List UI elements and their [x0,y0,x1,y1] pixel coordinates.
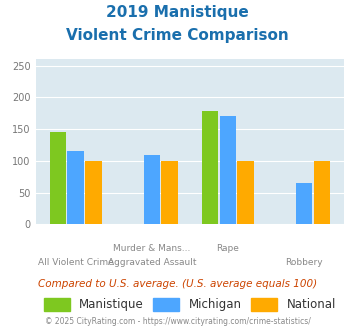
Text: Compared to U.S. average. (U.S. average equals 100): Compared to U.S. average. (U.S. average … [38,279,317,289]
Text: Murder & Mans...: Murder & Mans... [113,244,191,253]
Bar [67,151,84,224]
Text: Violent Crime Comparison: Violent Crime Comparison [66,28,289,43]
Text: Rape: Rape [217,244,239,253]
Legend: Manistique, Michigan, National: Manistique, Michigan, National [39,293,341,316]
Bar [220,116,236,224]
Bar [202,112,218,224]
Text: 2019 Manistique: 2019 Manistique [106,5,249,20]
Bar [296,182,312,224]
Bar [313,161,330,224]
Bar [85,161,102,224]
Bar [143,154,160,224]
Bar [237,161,254,224]
Text: Robbery: Robbery [285,258,323,267]
Bar [162,161,178,224]
Text: Aggravated Assault: Aggravated Assault [108,258,196,267]
Bar [50,132,66,224]
Text: All Violent Crime: All Violent Crime [38,258,114,267]
Text: © 2025 CityRating.com - https://www.cityrating.com/crime-statistics/: © 2025 CityRating.com - https://www.city… [45,317,310,326]
